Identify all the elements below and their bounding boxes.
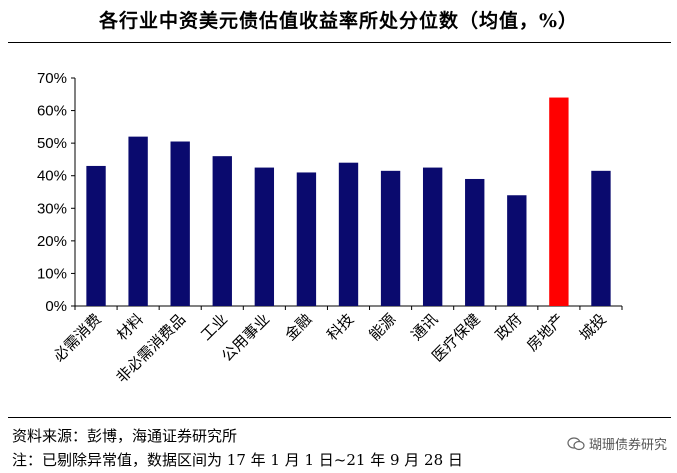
bar <box>380 170 401 306</box>
x-tick-label: 材料 <box>113 310 147 344</box>
wechat-icon <box>567 436 585 450</box>
x-tick-label: 科技 <box>323 310 357 344</box>
x-tick-label: 城投 <box>576 310 610 344</box>
y-tick-label: 30% <box>37 200 67 217</box>
chart-title: 各行业中资美元债估值收益率所处分位数（均值，%） <box>98 10 579 32</box>
bar <box>465 178 485 306</box>
bar <box>507 195 527 306</box>
x-tick-label: 必需消费 <box>50 310 105 365</box>
x-tick-label: 工业 <box>197 310 231 344</box>
y-tick-label: 0% <box>45 298 67 315</box>
bar <box>128 136 148 306</box>
y-tick-label: 50% <box>37 135 67 152</box>
bar <box>254 167 275 306</box>
x-tick-label: 能源 <box>365 310 399 344</box>
x-tick-label: 金融 <box>281 310 315 344</box>
x-tick-label: 房地产 <box>523 310 568 355</box>
data-note: 注：已剔除异常值，数据区间为 17 年 1 月 1 日~21 年 9 月 28 … <box>12 451 463 469</box>
bar <box>338 162 359 306</box>
y-tick-label: 10% <box>37 265 67 282</box>
footnote-divider <box>8 417 671 418</box>
bar <box>549 97 569 306</box>
y-tick-label: 60% <box>37 103 67 120</box>
title-divider <box>8 42 671 43</box>
bar <box>212 156 232 306</box>
x-tick-label: 通讯 <box>408 310 442 344</box>
bar <box>422 167 443 306</box>
watermark-text: 瑚珊债券研究 <box>588 438 667 453</box>
y-tick-label: 70% <box>37 70 67 87</box>
source-note: 资料来源：彭博，海通证券研究所 <box>12 427 238 445</box>
watermark: 瑚珊债券研究 <box>567 434 667 453</box>
bar <box>591 170 611 306</box>
bar <box>170 141 190 306</box>
bar <box>296 172 317 306</box>
y-tick-label: 20% <box>37 233 67 250</box>
bar <box>86 165 106 306</box>
x-tick-label: 政府 <box>492 310 526 344</box>
y-tick-label: 40% <box>37 168 67 185</box>
